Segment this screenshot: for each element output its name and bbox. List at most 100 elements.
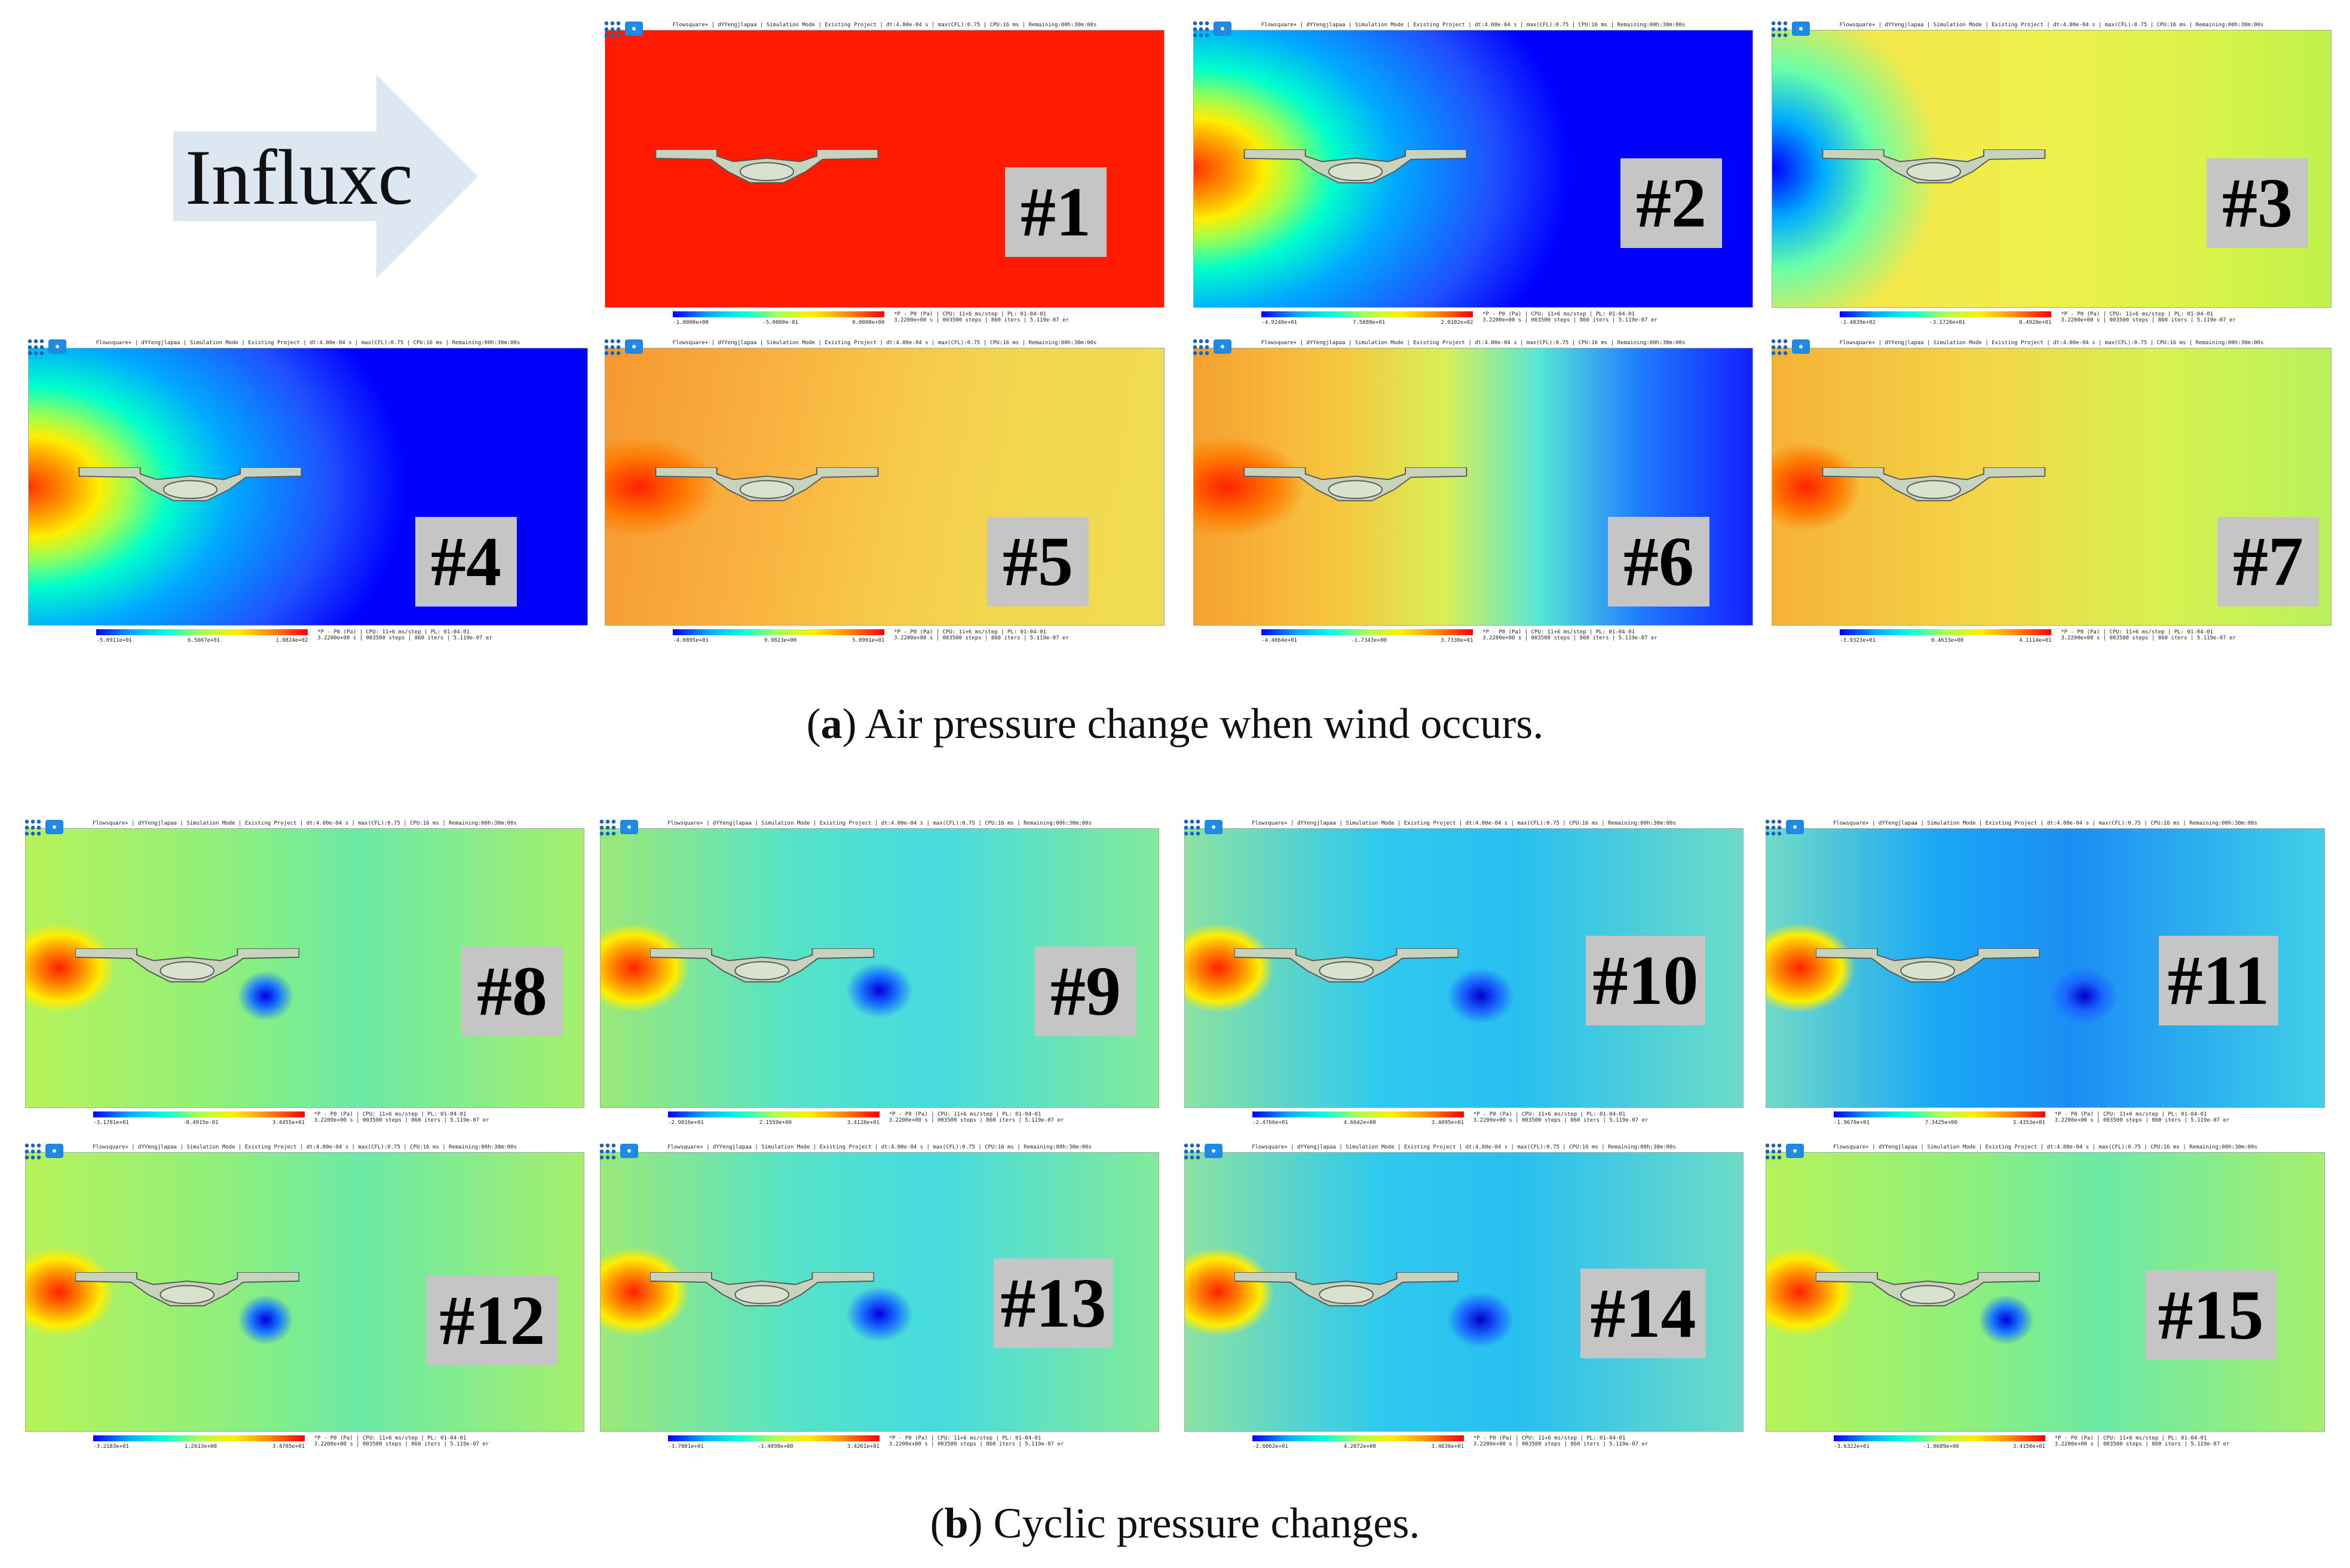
panel-title: Flowsquare+ | dYYengjlapaa | Simulation … — [1839, 340, 2264, 346]
sim-panel: Flowsquare+ | dYYengjlapaa | Simulation … — [599, 1143, 1159, 1450]
legend-meta: *P - P0 (Pa) | CPU: 11+6 ms/step | PL: 0… — [2061, 311, 2287, 323]
camera-icon[interactable] — [1792, 339, 1810, 354]
grid-menu-icon[interactable] — [599, 819, 618, 838]
camera-icon[interactable] — [45, 1144, 63, 1158]
panel-title: Flowsquare+ | dYYengjlapaa | Simulation … — [93, 820, 517, 826]
legend-meta: *P - P0 (Pa) | CPU: 11+6 ms/step | PL: 0… — [1473, 1435, 1699, 1447]
color-legend: -3.1781e+01 -8.4915e-01 3.4455e+01 *P - … — [70, 1110, 540, 1134]
grid-menu-icon[interactable] — [1183, 819, 1202, 838]
grid-menu-icon[interactable] — [599, 1143, 618, 1162]
legend-mid: -1.4098e+00 — [758, 1444, 793, 1450]
legend-mid: 7.3425e+00 — [1925, 1120, 1957, 1126]
panel-number: #11 — [2159, 936, 2278, 1025]
legend-meta-2: 3.2200e+00 s | 003500 steps | 860 iters … — [2054, 1117, 2230, 1123]
colorbar — [93, 1435, 305, 1441]
legend-max: 3.4455e+01 — [272, 1120, 305, 1126]
legend-meta: *P - P0 (Pa) | CPU: 11+6 ms/step | PL: 0… — [2055, 1435, 2280, 1447]
sim-panel: Flowsquare+ | dYYengjlapaa | Simulation … — [24, 819, 584, 1126]
influx-arrow: Influxc — [173, 75, 478, 278]
panel-title: Flowsquare+ | dYYengjlapaa | Simulation … — [672, 340, 1097, 346]
legend-max: 3.7330e+01 — [1441, 638, 1473, 644]
grid-menu-icon[interactable] — [603, 338, 623, 357]
legend-min: -1.0000e+00 — [673, 320, 709, 326]
sim-panel: Flowsquare+ | dYYengjlapaa | Simulation … — [599, 819, 1159, 1126]
legend-meta-1: *P - P0 (Pa) | CPU: 11+6 ms/step | PL: 0… — [894, 629, 1046, 635]
camera-icon[interactable] — [45, 820, 63, 834]
panel-title: Flowsquare+ | dYYengjlapaa | Simulation … — [1833, 820, 2257, 826]
panel-title: Flowsquare+ | dYYengjlapaa | Simulation … — [1261, 340, 1686, 346]
panel-number: #3 — [2207, 158, 2308, 248]
grid-menu-icon[interactable] — [1770, 338, 1790, 357]
camera-icon[interactable] — [48, 339, 66, 354]
grid-menu-icon[interactable] — [24, 1143, 43, 1162]
camera-icon[interactable] — [1205, 820, 1223, 834]
sim-panel: Flowsquare+ | dYYengjlapaa | Simulation … — [603, 20, 1165, 326]
legend-min: -3.6322e+01 — [1834, 1444, 1870, 1450]
camera-icon[interactable] — [1786, 1144, 1804, 1158]
camera-icon[interactable] — [1214, 339, 1231, 354]
legend-min: -4.9240e+01 — [1261, 320, 1297, 326]
camera-icon[interactable] — [620, 1144, 638, 1158]
sim-panel: Flowsquare+ | dYYengjlapaa | Simulation … — [1183, 819, 1744, 1126]
colorbar-values: -3.1781e+01 -8.4915e-01 3.4455e+01 — [93, 1120, 305, 1126]
legend-meta-2: 3.2200e+00 s | 003500 steps | 860 iters … — [2061, 635, 2236, 641]
grid-menu-icon[interactable] — [1764, 1143, 1784, 1162]
legend-meta-2: 3.2200e+00 s | 003500 steps | 860 iters … — [2054, 1441, 2230, 1447]
color-legend: -4.0895e+01 9.9823e+00 5.0991e+01 *P - P… — [649, 628, 1120, 652]
grid-menu-icon[interactable] — [24, 819, 43, 838]
legend-min: -1.4839e+02 — [1840, 320, 1876, 326]
grid-menu-icon[interactable] — [1183, 1143, 1202, 1162]
grid-menu-icon[interactable] — [27, 338, 46, 357]
legend-meta: *P - P0 (Pa) | CPU: 11+6 ms/step | PL: 0… — [314, 1111, 540, 1123]
color-legend: -3.7801e+01 -1.4098e+00 3.4261e+01 *P - … — [645, 1434, 1114, 1458]
legend-meta-1: *P - P0 (Pa) | CPU: 11+6 ms/step | PL: 0… — [1473, 1435, 1626, 1441]
camera-icon[interactable] — [1205, 1144, 1223, 1158]
colorbar-values: -2.6062e+01 4.2872e+00 3.4636e+01 — [1252, 1444, 1464, 1450]
color-legend: -4.9240e+01 7.5880e+01 2.0102e+02 *P - P… — [1238, 310, 1708, 334]
caption-a: (a) Air pressure change when wind occurs… — [806, 700, 1544, 748]
legend-meta-2: 3.2200e+00 s | 003500 steps | 860 iters … — [894, 317, 1069, 323]
legend-meta-2: 3.2200e+00 s | 003500 steps | 860 iters … — [1473, 1441, 1649, 1447]
panel-number: #5 — [987, 517, 1089, 607]
colorbar — [673, 311, 885, 317]
colorbar — [1840, 311, 2052, 317]
influx-label: Influxc — [185, 133, 413, 221]
legend-meta-1: *P - P0 (Pa) | CPU: 11+6 ms/step | PL: 0… — [2054, 1435, 2207, 1441]
color-legend: -1.4839e+02 -3.1720e+01 8.4920e+01 *P - … — [1816, 310, 2287, 334]
grid-menu-icon[interactable] — [603, 20, 623, 39]
legend-meta: *P - P0 (Pa) | CPU: 11+6 ms/step | PL: 0… — [889, 1111, 1114, 1123]
legend-mid: 6.5667e+01 — [188, 638, 220, 644]
legend-mid: 4.6642e+00 — [1343, 1120, 1376, 1126]
camera-icon[interactable] — [1786, 820, 1804, 834]
panel-title: Flowsquare+ | dYYengjlapaa | Simulation … — [96, 340, 520, 346]
colorbar-values: -4.0895e+01 9.9823e+00 5.0991e+01 — [673, 638, 884, 644]
legend-max: 2.0102e+02 — [1441, 320, 1473, 326]
legend-mid: -5.0000e-01 — [762, 320, 798, 326]
colorbar-values: -1.0000e+00 -5.0000e-01 0.0000e+00 — [673, 320, 884, 326]
camera-icon[interactable] — [1792, 22, 1810, 36]
bridge-model — [75, 1272, 299, 1307]
color-legend: -3.9323e+01 0.4633e+00 4.1114e+01 *P - P… — [1816, 628, 2287, 652]
camera-icon[interactable] — [1214, 22, 1231, 36]
colorbar — [668, 1435, 880, 1441]
grid-menu-icon[interactable] — [1770, 20, 1790, 39]
legend-meta-2: 3.2200e+00 s | 003500 steps | 860 iters … — [1482, 317, 1657, 323]
camera-icon[interactable] — [625, 339, 643, 354]
caption-b-letter: b — [944, 1499, 969, 1547]
panel-title: Flowsquare+ | dYYengjlapaa | Simulation … — [1839, 22, 2264, 28]
sim-panel: Flowsquare+ | dYYengjlapaa | Simulation … — [1192, 338, 1753, 644]
legend-meta-1: *P - P0 (Pa) | CPU: 11+6 ms/step | PL: 0… — [1482, 311, 1635, 317]
sim-panel: Flowsquare+ | dYYengjlapaa | Simulation … — [1770, 20, 2331, 326]
color-legend: -4.4064e+01 -1.7343e+00 3.7330e+01 *P - … — [1238, 628, 1708, 652]
bridge-model — [655, 467, 879, 501]
grid-menu-icon[interactable] — [1192, 338, 1211, 357]
colorbar-values: -1.4839e+02 -3.1720e+01 8.4920e+01 — [1840, 320, 2051, 326]
grid-menu-icon[interactable] — [1192, 20, 1211, 39]
camera-icon[interactable] — [625, 22, 643, 36]
camera-icon[interactable] — [620, 820, 638, 834]
grid-menu-icon[interactable] — [1764, 819, 1784, 838]
legend-min: -4.4064e+01 — [1261, 638, 1297, 644]
legend-meta-2: 3.2200e+00 s | 003500 steps | 860 iters … — [314, 1117, 489, 1123]
bridge-model — [1243, 467, 1467, 501]
legend-mid: 1.2613e+00 — [184, 1444, 217, 1450]
